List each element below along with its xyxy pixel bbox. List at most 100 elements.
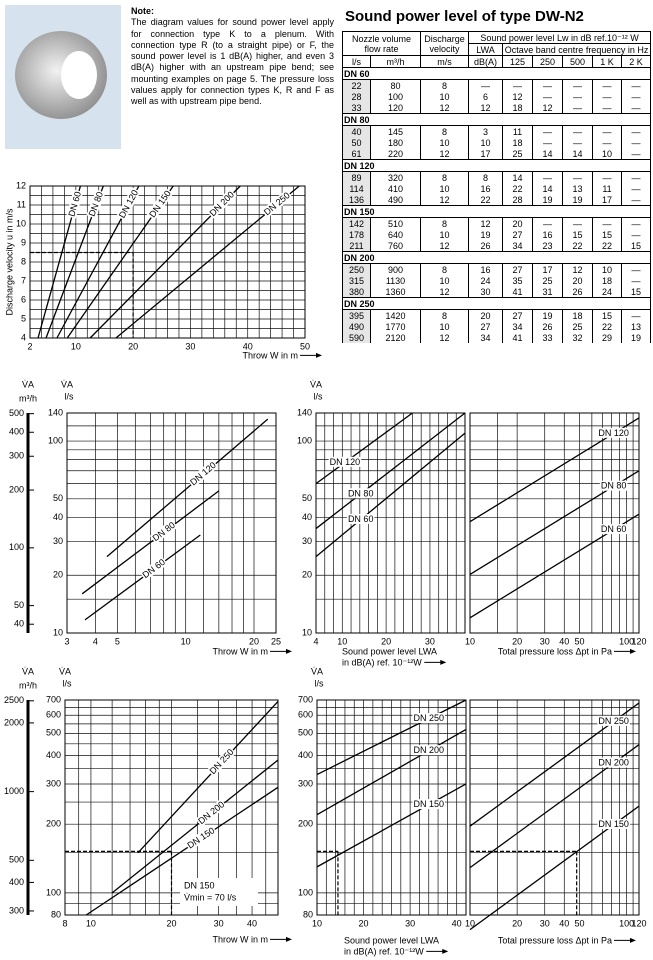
label-bg [412,713,446,724]
note-title: Note: [131,6,154,16]
table-cell: 35 [502,275,534,286]
table-cell: 12 [420,194,470,206]
table-cell: 8 [468,171,504,183]
table-cell: 34 [468,332,504,343]
table-cell: 18 [562,309,594,321]
x-label: Total pressure loss Δpt in Pa [498,935,612,945]
y-tick-label: 50 [302,493,312,503]
table-cell: — [621,309,652,321]
table-cell: 27 [502,229,534,240]
table-row: DN 60 [341,67,652,80]
table-cell: 30 [468,286,504,298]
table-cell: 32 [562,332,594,343]
table-cell: — [592,137,623,148]
table-cell: 20 [502,217,534,229]
label-bg [328,456,362,467]
series-label: DN 60 [66,190,82,217]
table-cell: 8 [420,171,470,183]
series-label: DN 120 [188,460,218,487]
table-cell: 10 [420,137,470,148]
table-cell: — [562,102,594,114]
x-tick-label: 30 [425,636,435,646]
x-tick-label: 20 [512,636,522,646]
table-cell: 15 [621,286,652,298]
x-tick-label: 40 [559,636,569,646]
series-label: DN 250 [208,747,236,776]
y-tick-label: 80 [51,909,61,919]
series-label: DN 60 [601,524,627,534]
x-tick-label: 8 [62,918,67,928]
table-cell: 26 [468,240,504,252]
table-cell: 220 [369,148,422,160]
series-label: DN 250 [598,716,629,726]
table-cell: — [532,79,564,91]
series-label: DN 80 [601,481,627,491]
table-cell: 31 [532,286,564,298]
annotation: V̇min = 70 l/s [184,892,237,902]
table-cell: 22 [468,194,504,206]
y-unit: l/s [65,391,75,401]
table-cell: — [592,125,623,137]
x-label: Throw W in m [212,934,268,944]
table-row: DN 80 [341,113,652,126]
y-tick-label: 140 [48,407,63,417]
x-label: in dB(A) ref. 10⁻¹²W [342,657,422,667]
x-label: Total pressure loss Δpt in Pa [498,646,612,656]
table-cell: 27 [468,321,504,332]
series-label: DN 120 [117,188,140,220]
table-cell: 24 [468,275,504,286]
table-cell: 10 [420,229,470,240]
group-label: DN 120 [341,159,652,172]
y-label: V̇A [59,666,71,676]
table-cell: 25 [562,321,594,332]
table-cell: 8 [420,309,470,321]
table-cell: 14 [532,183,564,194]
table-cell: 10 [420,321,470,332]
header-cell: Sound power level Lw in dB ref.10⁻¹² W [468,31,652,44]
table-cell: 10 [420,91,470,102]
table-cell: 17 [468,148,504,160]
table-row: 40 145 8 3 11— — — — [342,125,652,137]
label-bg [195,798,228,827]
y-tick-label: 700 [46,694,61,704]
axis-arrow [286,648,292,654]
table-cell: — [621,194,652,206]
table-cell: — [621,137,652,148]
y-tick-label: 200 [298,819,313,829]
y2-tick-label: 400 [9,877,24,887]
table-cell: 25 [502,148,534,160]
y-tick-label: 200 [46,819,61,829]
table-cell: — [621,79,652,91]
y-tick-label: 30 [302,536,312,546]
table-cell: 395 [342,309,371,321]
label-bg [597,715,630,726]
table-cell: 33 [532,332,564,343]
table-cell: 28 [342,91,371,102]
x-tick-label: 50 [574,636,584,646]
series-label: DN 120 [598,428,629,438]
series-line [316,699,467,776]
table-cell: 136 [342,194,371,206]
table-cell: 8 [420,125,470,137]
x-label: Sound power level LWA [342,646,437,656]
x-label: Sound power level LWA [344,935,439,945]
unit-cell: 125 [502,55,534,68]
table-cell: 490 [342,321,371,332]
y2-label: V̇A [22,666,34,676]
y-tick-label: 300 [46,778,61,788]
table-cell: 28 [502,194,534,206]
y-tick-label: 40 [53,512,63,522]
table-cell: 14 [562,148,594,160]
y-tick-label: 100 [48,435,63,445]
table-cell: — [562,217,594,229]
table-cell: 3 [468,125,504,137]
table-cell: 10 [468,137,504,148]
series-label: DN 80 [348,488,374,498]
label-bg [261,189,293,218]
table-row: 250 900 8 16 27 17 12 10— [342,263,652,275]
plot-frame [316,699,467,916]
table-cell: 590 [342,332,371,343]
table-cell: 8 [420,263,470,275]
table-cell: 120 [369,102,422,114]
